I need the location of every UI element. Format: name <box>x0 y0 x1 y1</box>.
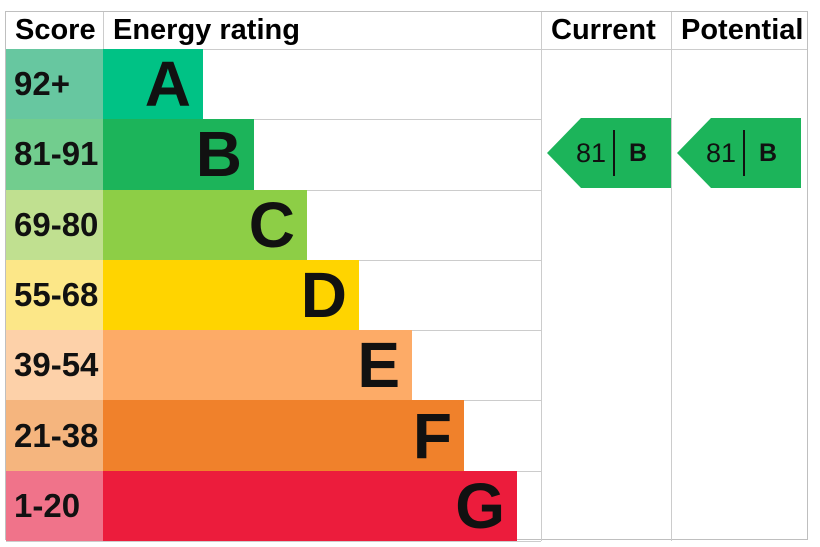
svg-text:B: B <box>759 139 777 167</box>
svg-text:81: 81 <box>706 138 736 168</box>
svg-text:81: 81 <box>576 138 606 168</box>
svg-text:B: B <box>629 139 647 167</box>
